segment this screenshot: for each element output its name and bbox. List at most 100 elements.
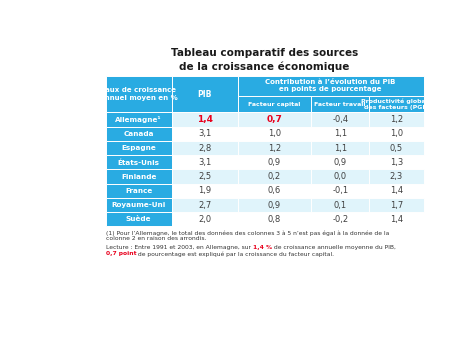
Bar [172,76,237,112]
Text: 1,2: 1,2 [268,144,281,153]
Text: 0,2: 0,2 [268,172,281,181]
Text: 0,9: 0,9 [334,158,347,167]
Text: 0,9: 0,9 [268,201,281,210]
Text: 0,7 point: 0,7 point [106,251,137,256]
Text: 2,5: 2,5 [198,172,211,181]
Text: 2,3: 2,3 [390,172,403,181]
Text: France: France [125,188,152,194]
Text: Tableau comparatif des sources
de la croissance économique: Tableau comparatif des sources de la cro… [171,48,358,72]
Text: 1,9: 1,9 [198,186,211,195]
Text: 0,5: 0,5 [390,144,403,153]
Bar [369,141,423,155]
Text: 0,6: 0,6 [268,186,281,195]
Text: 0,9: 0,9 [268,158,281,167]
Bar [311,127,369,141]
Bar [172,212,237,226]
Text: 1,4 %: 1,4 % [253,245,272,250]
Bar [106,141,172,155]
Bar [369,212,423,226]
Bar [106,170,172,184]
Text: 0,7: 0,7 [266,115,282,124]
Bar [172,184,237,198]
Text: 1,1: 1,1 [334,144,347,153]
Text: -0,4: -0,4 [332,115,348,124]
Text: 1,7: 1,7 [390,201,403,210]
Bar [106,112,172,127]
Bar [172,155,237,170]
Text: Lecture : Entre 1991 et 2003, en Allemagne, sur: Lecture : Entre 1991 et 2003, en Allemag… [106,245,253,250]
Bar [237,127,311,141]
Bar [311,155,369,170]
Bar [172,170,237,184]
Bar [172,127,237,141]
Text: 3,1: 3,1 [198,158,211,167]
Text: 1,1: 1,1 [334,129,347,138]
Bar [369,170,423,184]
Text: Espagne: Espagne [121,145,156,151]
Bar [106,198,172,212]
Bar [106,127,172,141]
Bar [311,198,369,212]
Bar [369,155,423,170]
Bar [311,170,369,184]
Bar [237,212,311,226]
Bar [106,212,172,226]
Text: de pourcentage est expliqué par la croissance du facteur capital.: de pourcentage est expliqué par la crois… [137,251,334,257]
Text: 1,2: 1,2 [390,115,403,124]
Bar [369,95,423,112]
Bar [237,155,311,170]
Bar [237,112,311,127]
Bar [311,184,369,198]
Text: Productivité globale
des facteurs (PGF): Productivité globale des facteurs (PGF) [361,98,432,110]
Text: 0,8: 0,8 [268,215,281,224]
Bar [106,155,172,170]
Bar [106,76,172,112]
Bar [369,198,423,212]
Bar [237,95,311,112]
Text: de croissance annuelle moyenne du PIB,: de croissance annuelle moyenne du PIB, [272,245,396,250]
Bar [172,198,237,212]
Text: 0,1: 0,1 [334,201,347,210]
Text: Facteur capital: Facteur capital [248,102,301,107]
Text: (1) Pour l’Allemagne, le total des données des colonnes 3 à 5 n’est pas égal à l: (1) Pour l’Allemagne, le total des donné… [106,230,389,236]
Text: 1,3: 1,3 [390,158,403,167]
Text: -0,1: -0,1 [332,186,348,195]
Text: 0,0: 0,0 [334,172,347,181]
Bar [369,112,423,127]
Bar [311,95,369,112]
Bar [369,184,423,198]
Text: 2,8: 2,8 [198,144,211,153]
Bar [311,141,369,155]
Bar [237,141,311,155]
Text: Suède: Suède [126,216,151,222]
Text: 1,4: 1,4 [390,215,403,224]
Text: Taux de croissance
annuel moyen en %: Taux de croissance annuel moyen en % [100,87,178,101]
Text: Canada: Canada [123,131,154,137]
Text: Contribution à l’évolution du PIB
en points de pourcentage: Contribution à l’évolution du PIB en poi… [265,79,396,92]
Text: colonne 2 en raison des arrondis.: colonne 2 en raison des arrondis. [106,236,206,241]
Bar [172,112,237,127]
Bar [237,184,311,198]
Text: Facteur travail: Facteur travail [314,102,366,107]
Text: Royaume-Uni: Royaume-Uni [111,202,166,208]
Text: 1,0: 1,0 [268,129,281,138]
Bar [237,198,311,212]
Bar [311,112,369,127]
Text: 3,1: 3,1 [198,129,211,138]
Text: 1,4: 1,4 [197,115,212,124]
Bar [311,212,369,226]
Text: Finlande: Finlande [121,174,156,180]
Text: 1,0: 1,0 [390,129,403,138]
Bar [237,76,423,95]
Text: -0,2: -0,2 [332,215,348,224]
Bar [172,141,237,155]
Text: Allemagne¹: Allemagne¹ [115,116,162,123]
Text: PIB: PIB [197,90,212,99]
Bar [369,127,423,141]
Text: 1,4: 1,4 [390,186,403,195]
Text: 2,7: 2,7 [198,201,211,210]
Text: 2,0: 2,0 [198,215,211,224]
Bar [106,184,172,198]
Text: États-Unis: États-Unis [118,159,160,166]
Bar [237,170,311,184]
